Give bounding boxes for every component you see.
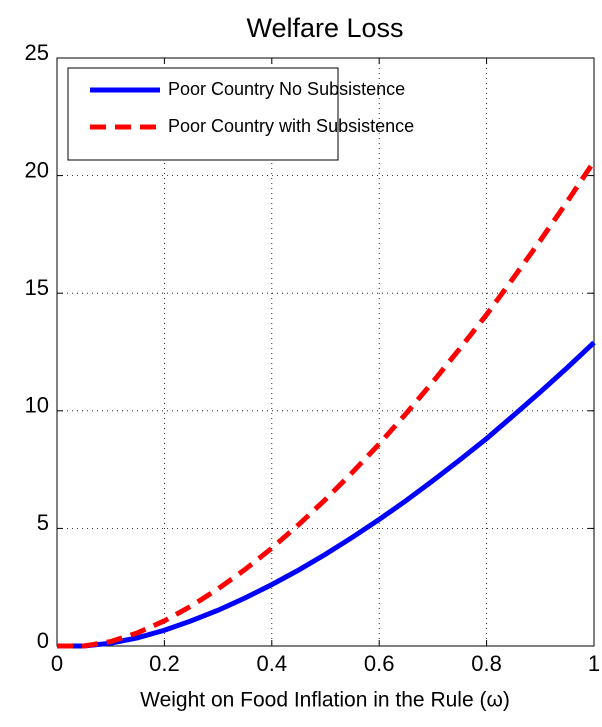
y-tick-label: 25 bbox=[25, 40, 49, 65]
legend-label: Poor Country with Subsistence bbox=[168, 116, 414, 136]
x-tick-label: 0.8 bbox=[471, 651, 502, 676]
x-tick-label: 0.4 bbox=[257, 651, 288, 676]
y-tick-label: 10 bbox=[25, 393, 49, 418]
y-tick-label: 20 bbox=[25, 157, 49, 182]
legend-label: Poor Country No Subsistence bbox=[168, 79, 405, 99]
x-tick-label: 0.6 bbox=[364, 651, 395, 676]
data-line bbox=[57, 160, 597, 649]
plot-frame bbox=[56, 57, 595, 647]
x-tick-label: 0 bbox=[51, 651, 63, 676]
y-tick-label: 5 bbox=[37, 510, 49, 535]
x-tick-label: 0.2 bbox=[149, 651, 180, 676]
x-axis-label: Weight on Food Inflation in the Rule (ω) bbox=[140, 689, 510, 712]
legend-box bbox=[67, 67, 339, 161]
data-line bbox=[57, 340, 596, 649]
y-tick-label: 15 bbox=[25, 275, 49, 300]
x-tick-label: 1 bbox=[588, 651, 600, 676]
chart-title: Welfare Loss bbox=[246, 13, 403, 43]
y-tick-label: 0 bbox=[37, 628, 49, 653]
